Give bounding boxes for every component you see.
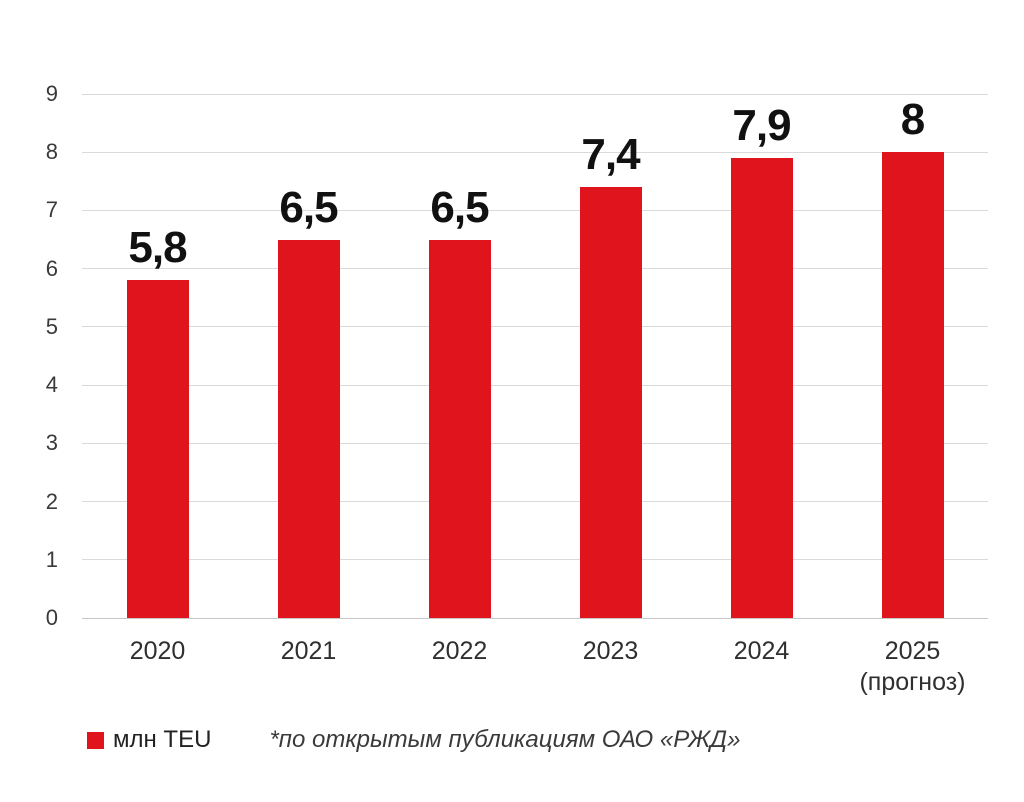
y-axis-tick-labels: 0 1 2 3 4 5 6 7 8 9 (0, 0, 60, 802)
gridline-y-2 (82, 501, 988, 503)
bar-2022 (428, 239, 491, 618)
bar-value-label-2024: 7,9 (732, 101, 791, 151)
bar-2023 (579, 187, 642, 618)
x-axis-label-2021: 2021 (280, 637, 337, 665)
bar-2025 (881, 152, 944, 618)
gridline-y-4 (82, 384, 988, 386)
gridline-y-5 (82, 326, 988, 328)
x-axis-label-slot-2025: 2025 (прогноз) (823, 636, 1003, 698)
y-tick-label-7: 7 (45, 197, 58, 223)
y-tick-label-4: 4 (45, 372, 58, 398)
bar-value-label-2023: 7,4 (581, 130, 640, 180)
legend-row: млн TEU *по открытым публикациям ОАО «РЖ… (87, 726, 740, 754)
x-axis-label-2024: 2024 (733, 637, 790, 665)
bar-value-label-2022: 6,5 (430, 182, 489, 232)
x-axis-label-slot-2024: 2024 (672, 636, 852, 667)
gridline-y-7 (82, 209, 988, 211)
gridline-y-9 (82, 93, 988, 95)
x-axis-label-2023: 2023 (582, 637, 639, 665)
x-axis-label-slot-2023: 2023 (521, 636, 701, 667)
y-tick-label-5: 5 (45, 313, 58, 339)
x-axis-label-2022: 2022 (431, 637, 488, 665)
x-axis-label-slot-2020: 2020 (68, 636, 248, 667)
gridline-y-0 (82, 617, 988, 619)
gridline-y-8 (82, 151, 988, 153)
x-axis-label-slot-2021: 2021 (219, 636, 399, 667)
bar-value-label-2025: 8 (900, 95, 925, 145)
legend-label: млн TEU (113, 726, 212, 753)
y-tick-label-0: 0 (45, 605, 58, 630)
gridline-y-6 (82, 268, 988, 270)
gridline-y-3 (82, 442, 988, 444)
legend-swatch (87, 731, 104, 749)
y-tick-label-9: 9 (45, 81, 58, 106)
bar-2020 (126, 280, 189, 618)
bar-2024 (730, 158, 793, 618)
y-tick-label-6: 6 (45, 255, 58, 281)
x-axis-label-2025: 2025 (884, 637, 941, 665)
y-tick-label-3: 3 (45, 430, 58, 456)
x-axis-label-slot-2022: 2022 (370, 636, 550, 667)
plot-area: 5,8 6,5 6,5 7,4 7,9 8 (82, 93, 988, 619)
gridline-y-1 (82, 559, 988, 561)
bar-value-label-2020: 5,8 (128, 223, 187, 273)
x-axis-label-2020: 2020 (129, 637, 186, 665)
y-tick-label-8: 8 (45, 139, 58, 165)
bar-2021 (277, 239, 340, 618)
x-axis-label-note-2025: (прогноз) (859, 668, 966, 696)
footnote: *по открытым публикациям ОАО «РЖД» (269, 726, 741, 753)
y-tick-label-2: 2 (45, 488, 58, 514)
bar-value-label-2021: 6,5 (279, 182, 338, 232)
y-tick-label-1: 1 (45, 546, 58, 572)
